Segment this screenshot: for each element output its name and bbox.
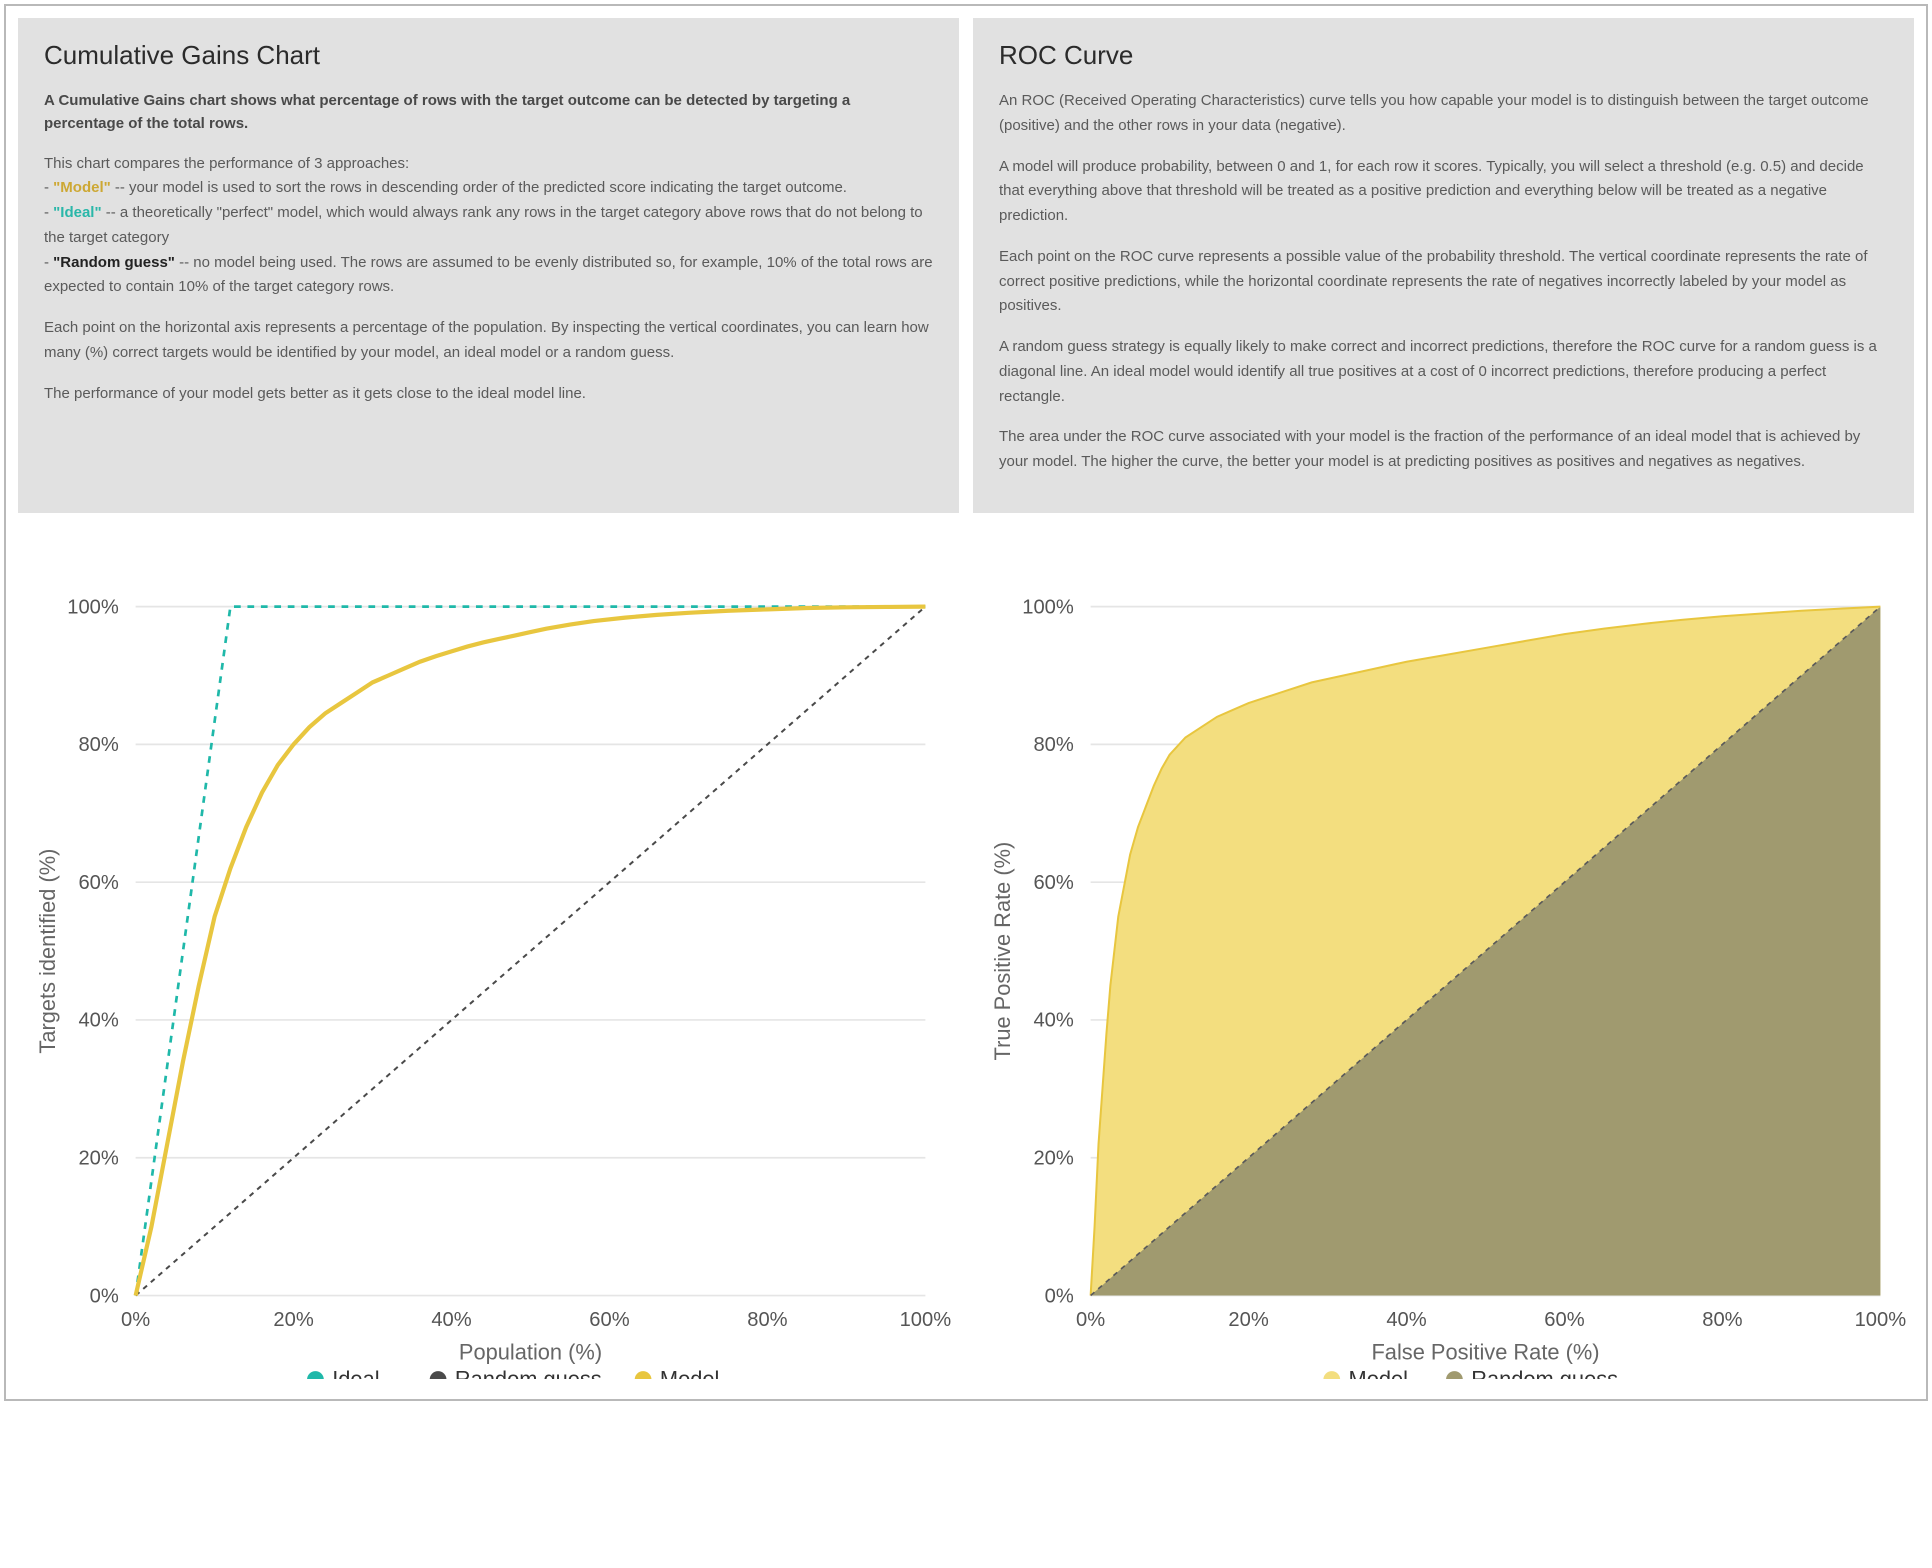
kw-model: "Model" xyxy=(53,179,111,196)
svg-text:40%: 40% xyxy=(1033,1009,1073,1031)
gains-title: Cumulative Gains Chart xyxy=(44,40,933,71)
roc-p5: The area under the ROC curve associated … xyxy=(999,425,1888,475)
gains-para2: Each point on the horizontal axis repres… xyxy=(44,316,933,366)
svg-text:Ideal: Ideal xyxy=(332,1366,379,1379)
svg-text:Model: Model xyxy=(660,1366,719,1379)
svg-text:0%: 0% xyxy=(121,1309,150,1331)
roc-chart-container: 0% 20% 40% 60% 80% 100% 0% 20% 40% 60% 80% 100% Fals… xyxy=(973,573,1914,1380)
svg-text:100%: 100% xyxy=(1855,1309,1907,1331)
svg-text:Population (%): Population (%) xyxy=(459,1339,602,1364)
gains-bullet-ideal: - "Ideal" -- a theoretically "perfect" m… xyxy=(44,201,933,251)
svg-text:0%: 0% xyxy=(90,1285,119,1307)
svg-text:100%: 100% xyxy=(1022,596,1074,618)
roc-p3: Each point on the ROC curve represents a… xyxy=(999,245,1888,319)
gains-intro: This chart compares the performance of 3… xyxy=(44,152,933,177)
kw-random: "Random guess" xyxy=(53,254,175,271)
charts-row: 0% 20% 40% 60% 80% 100% 0% 20% 40% 60% 80% 100% Popu… xyxy=(18,573,1914,1380)
svg-text:80%: 80% xyxy=(1702,1309,1742,1331)
roc-description-card: ROC Curve An ROC (Received Operating Cha… xyxy=(973,18,1914,513)
kw-ideal: "Ideal" xyxy=(53,204,101,221)
svg-text:0%: 0% xyxy=(1045,1285,1074,1307)
svg-text:Random guess: Random guess xyxy=(455,1366,602,1379)
roc-title: ROC Curve xyxy=(999,40,1888,71)
svg-text:40%: 40% xyxy=(1386,1309,1426,1331)
dashboard-frame: Cumulative Gains Chart A Cumulative Gain… xyxy=(4,4,1928,1401)
svg-text:20%: 20% xyxy=(78,1147,118,1169)
svg-text:Model: Model xyxy=(1349,1366,1408,1379)
gains-series-random xyxy=(136,606,926,1295)
gains-bullet-model: - "Model" -- your model is used to sort … xyxy=(44,176,933,201)
gains-bullet-ideal-rest: -- a theoretically "perfect" model, whic… xyxy=(44,204,923,246)
svg-text:40%: 40% xyxy=(78,1009,118,1031)
gains-bullet-model-rest: -- your model is used to sort the rows i… xyxy=(111,179,847,196)
gains-bullet-random: - "Random guess" -- no model being used.… xyxy=(44,251,933,301)
description-row: Cumulative Gains Chart A Cumulative Gain… xyxy=(18,18,1914,513)
svg-text:0%: 0% xyxy=(1076,1309,1105,1331)
svg-text:100%: 100% xyxy=(900,1309,952,1331)
svg-text:20%: 20% xyxy=(1033,1147,1073,1169)
roc-chart: 0% 20% 40% 60% 80% 100% 0% 20% 40% 60% 80% 100% Fals… xyxy=(973,573,1914,1380)
svg-text:False Positive Rate (%): False Positive Rate (%) xyxy=(1371,1339,1599,1364)
gains-chart: 0% 20% 40% 60% 80% 100% 0% 20% 40% 60% 80% 100% Popu… xyxy=(18,573,959,1380)
svg-text:80%: 80% xyxy=(747,1309,787,1331)
gains-lead: A Cumulative Gains chart shows what perc… xyxy=(44,89,933,136)
svg-text:20%: 20% xyxy=(273,1309,313,1331)
svg-text:Targets identified (%): Targets identified (%) xyxy=(35,848,60,1053)
svg-text:True Positive Rate (%): True Positive Rate (%) xyxy=(990,841,1015,1060)
svg-text:80%: 80% xyxy=(1033,734,1073,756)
gains-para3: The performance of your model gets bette… xyxy=(44,382,933,407)
roc-p1: An ROC (Received Operating Characteristi… xyxy=(999,89,1888,139)
svg-text:60%: 60% xyxy=(78,872,118,894)
svg-text:60%: 60% xyxy=(1544,1309,1584,1331)
svg-text:40%: 40% xyxy=(431,1309,471,1331)
gains-description-card: Cumulative Gains Chart A Cumulative Gain… xyxy=(18,18,959,513)
roc-p2: A model will produce probability, betwee… xyxy=(999,155,1888,229)
gains-bullet-random-rest: -- no model being used. The rows are ass… xyxy=(44,254,933,296)
roc-p4: A random guess strategy is equally likel… xyxy=(999,335,1888,409)
svg-text:Random guess: Random guess xyxy=(1471,1366,1618,1379)
svg-text:60%: 60% xyxy=(1033,872,1073,894)
svg-text:100%: 100% xyxy=(67,596,119,618)
svg-text:60%: 60% xyxy=(589,1309,629,1331)
gains-chart-container: 0% 20% 40% 60% 80% 100% 0% 20% 40% 60% 80% 100% Popu… xyxy=(18,573,959,1380)
svg-text:80%: 80% xyxy=(78,734,118,756)
svg-text:20%: 20% xyxy=(1228,1309,1268,1331)
